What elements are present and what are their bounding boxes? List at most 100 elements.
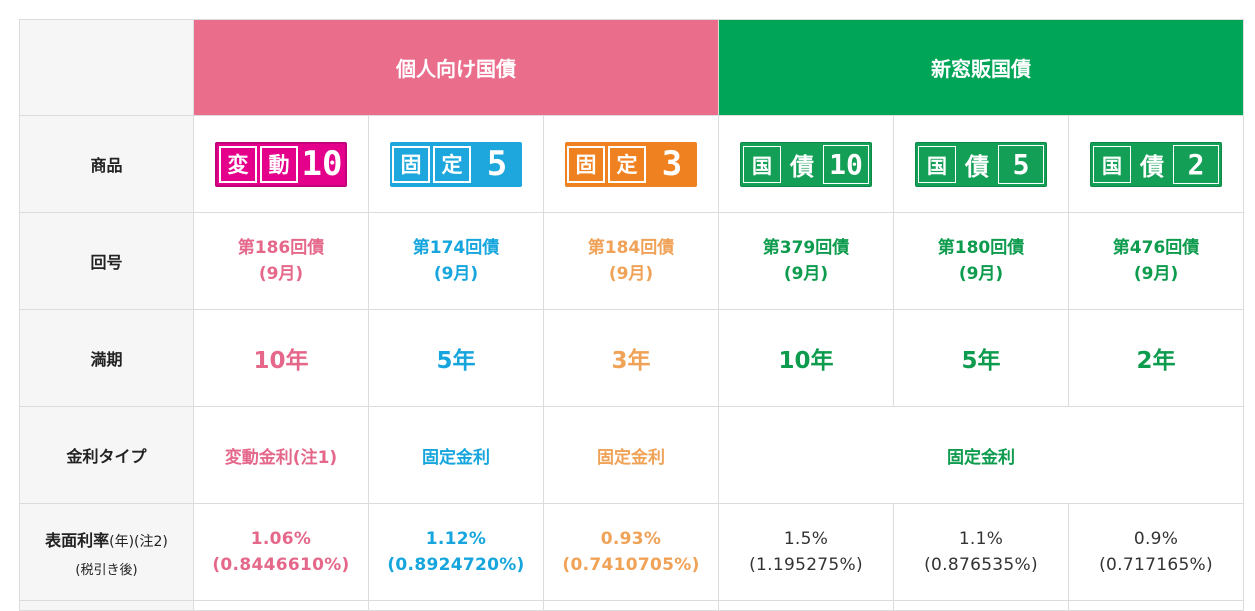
product-cell: 固 定 3 [542,115,720,213]
logo-kanji: 固 [567,145,605,183]
issue-number: 第186回債 [237,238,325,258]
product-cell: 固 定 5 [368,115,544,213]
kotei-3-logo: 固 定 3 [565,141,697,187]
logo-kanji: 債 [790,152,815,181]
after-tax-rate: (0.8446610%) [212,555,350,575]
issue-label: 回号 [19,212,194,310]
logo-kanji: 固 [392,145,430,183]
maturity-term: 10年 [718,309,895,407]
issue-month: (9月) [1133,264,1179,284]
bond-comparison-table: 個人向け国債 新窓販国債 商品 変 動 10 固 定 5 固 定 3 [19,19,1245,611]
coupon-rate-cell: 0.93% (0.7410705%) [542,503,720,601]
logo-number: 5 [998,144,1045,184]
coupon-rate-cell: 1.12% (0.8924720%) [368,503,544,601]
coupon-rate-cell: 1.5% (1.195275%) [718,503,895,601]
kokusai-10-logo: 国 債 10 [740,141,873,187]
next-row-cell [1068,600,1245,611]
maturity-row: 満期 10年 5年 3年 10年 5年 2年 [19,309,1245,407]
logo-kanji: 国 [743,145,782,183]
kotei-5-logo: 固 定 5 [390,141,522,187]
corner-cell [19,19,194,116]
issue-month: (9月) [258,264,304,284]
product-label: 商品 [19,115,194,213]
logo-number: 10 [823,144,870,184]
rate-type-value: 固定金利 [718,406,1245,504]
product-cell: 国 債 5 [893,115,1070,213]
product-row: 商品 変 動 10 固 定 5 固 定 3 国 債 [19,115,1245,213]
next-row-partial [19,600,1245,611]
logo-number: 10 [301,144,343,184]
rate-type-value: 変動金利(注1) [193,406,369,504]
issue-number: 第184回債 [587,238,675,258]
after-tax-rate: (0.7410705%) [562,555,700,575]
after-tax-rate: (0.876535%) [924,555,1038,575]
logo-kanji: 定 [433,145,471,183]
coupon-rate: 1.06% [250,529,312,549]
logo-kanji: 動 [260,145,298,183]
rate-type-row: 金利タイプ 変動金利(注1) 固定金利 固定金利 固定金利 [19,406,1245,504]
coupon-rate: 0.93% [600,529,662,549]
next-row-cell [718,600,895,611]
group-header-row: 個人向け国債 新窓販国債 [19,19,1245,116]
after-tax-note: (税引き後) [75,562,138,578]
issue-month: (9月) [608,264,654,284]
rate-type-label: 金利タイプ [19,406,194,504]
product-cell: 国 債 10 [718,115,895,213]
logo-kanji: 定 [608,145,646,183]
issue-cell: 第476回債 (9月) [1068,212,1245,310]
coupon-rate-cell: 1.06% (0.8446610%) [193,503,369,601]
issue-cell: 第180回債 (9月) [893,212,1070,310]
issue-cell: 第379回債 (9月) [718,212,895,310]
coupon-rate-cell: 1.1% (0.876535%) [893,503,1070,601]
product-cell: 国 債 2 [1068,115,1245,213]
issue-cell: 第174回債 (9月) [368,212,544,310]
maturity-term: 5年 [368,309,544,407]
after-tax-rate: (0.8924720%) [387,555,525,575]
next-row-cell [368,600,544,611]
issue-cell: 第186回債 (9月) [193,212,369,310]
issue-row: 回号 第186回債 (9月) 第174回債 (9月) 第184回債 (9月) 第379… [19,212,1245,310]
issue-month: (9月) [783,264,829,284]
logo-kanji: 国 [918,145,957,183]
maturity-term: 10年 [193,309,369,407]
logo-number: 2 [1173,144,1220,184]
maturity-term: 2年 [1068,309,1245,407]
coupon-rate: 1.12% [425,529,487,549]
coupon-rate: 0.9% [1133,529,1179,549]
new-window-bonds-header: 新窓販国債 [718,19,1245,116]
rate-type-value: 固定金利 [542,406,720,504]
hendou-10-logo: 変 動 10 [215,141,347,187]
issue-number: 第180回債 [937,238,1025,258]
coupon-label-main: 表面利率 [45,530,110,550]
issue-number: 第379回債 [762,238,850,258]
logo-number: 5 [486,144,508,184]
logo-kanji: 債 [965,152,990,181]
next-row-cell [893,600,1070,611]
coupon-rate-label: 表面利率(年)(注2) (税引き後) [19,503,194,601]
next-row-cell [542,600,720,611]
issue-month: (9月) [958,264,1004,284]
next-row-cell [193,600,369,611]
issue-number: 第476回債 [1112,238,1200,258]
maturity-term: 5年 [893,309,1070,407]
coupon-label-sub: (年)(注2) [109,533,168,550]
logo-number: 3 [661,144,683,184]
coupon-rate-row: 表面利率(年)(注2) (税引き後) 1.06% (0.8446610%) 1.1… [19,503,1245,601]
logo-kanji: 変 [219,145,257,183]
coupon-rate-cell: 0.9% (0.717165%) [1068,503,1245,601]
issue-month: (9月) [433,264,479,284]
rate-type-value: 固定金利 [368,406,544,504]
after-tax-rate: (0.717165%) [1099,555,1213,575]
issue-number: 第174回債 [412,238,500,258]
kokusai-2-logo: 国 債 2 [1090,141,1223,187]
kokusai-5-logo: 国 債 5 [915,141,1048,187]
after-tax-rate: (1.195275%) [749,555,863,575]
individual-bonds-header: 個人向け国債 [192,19,720,116]
next-row-label [19,600,194,611]
logo-kanji: 債 [1140,152,1165,181]
product-cell: 変 動 10 [193,115,369,213]
coupon-rate: 1.5% [783,529,829,549]
coupon-rate: 1.1% [958,529,1004,549]
maturity-term: 3年 [542,309,720,407]
logo-kanji: 国 [1093,145,1132,183]
